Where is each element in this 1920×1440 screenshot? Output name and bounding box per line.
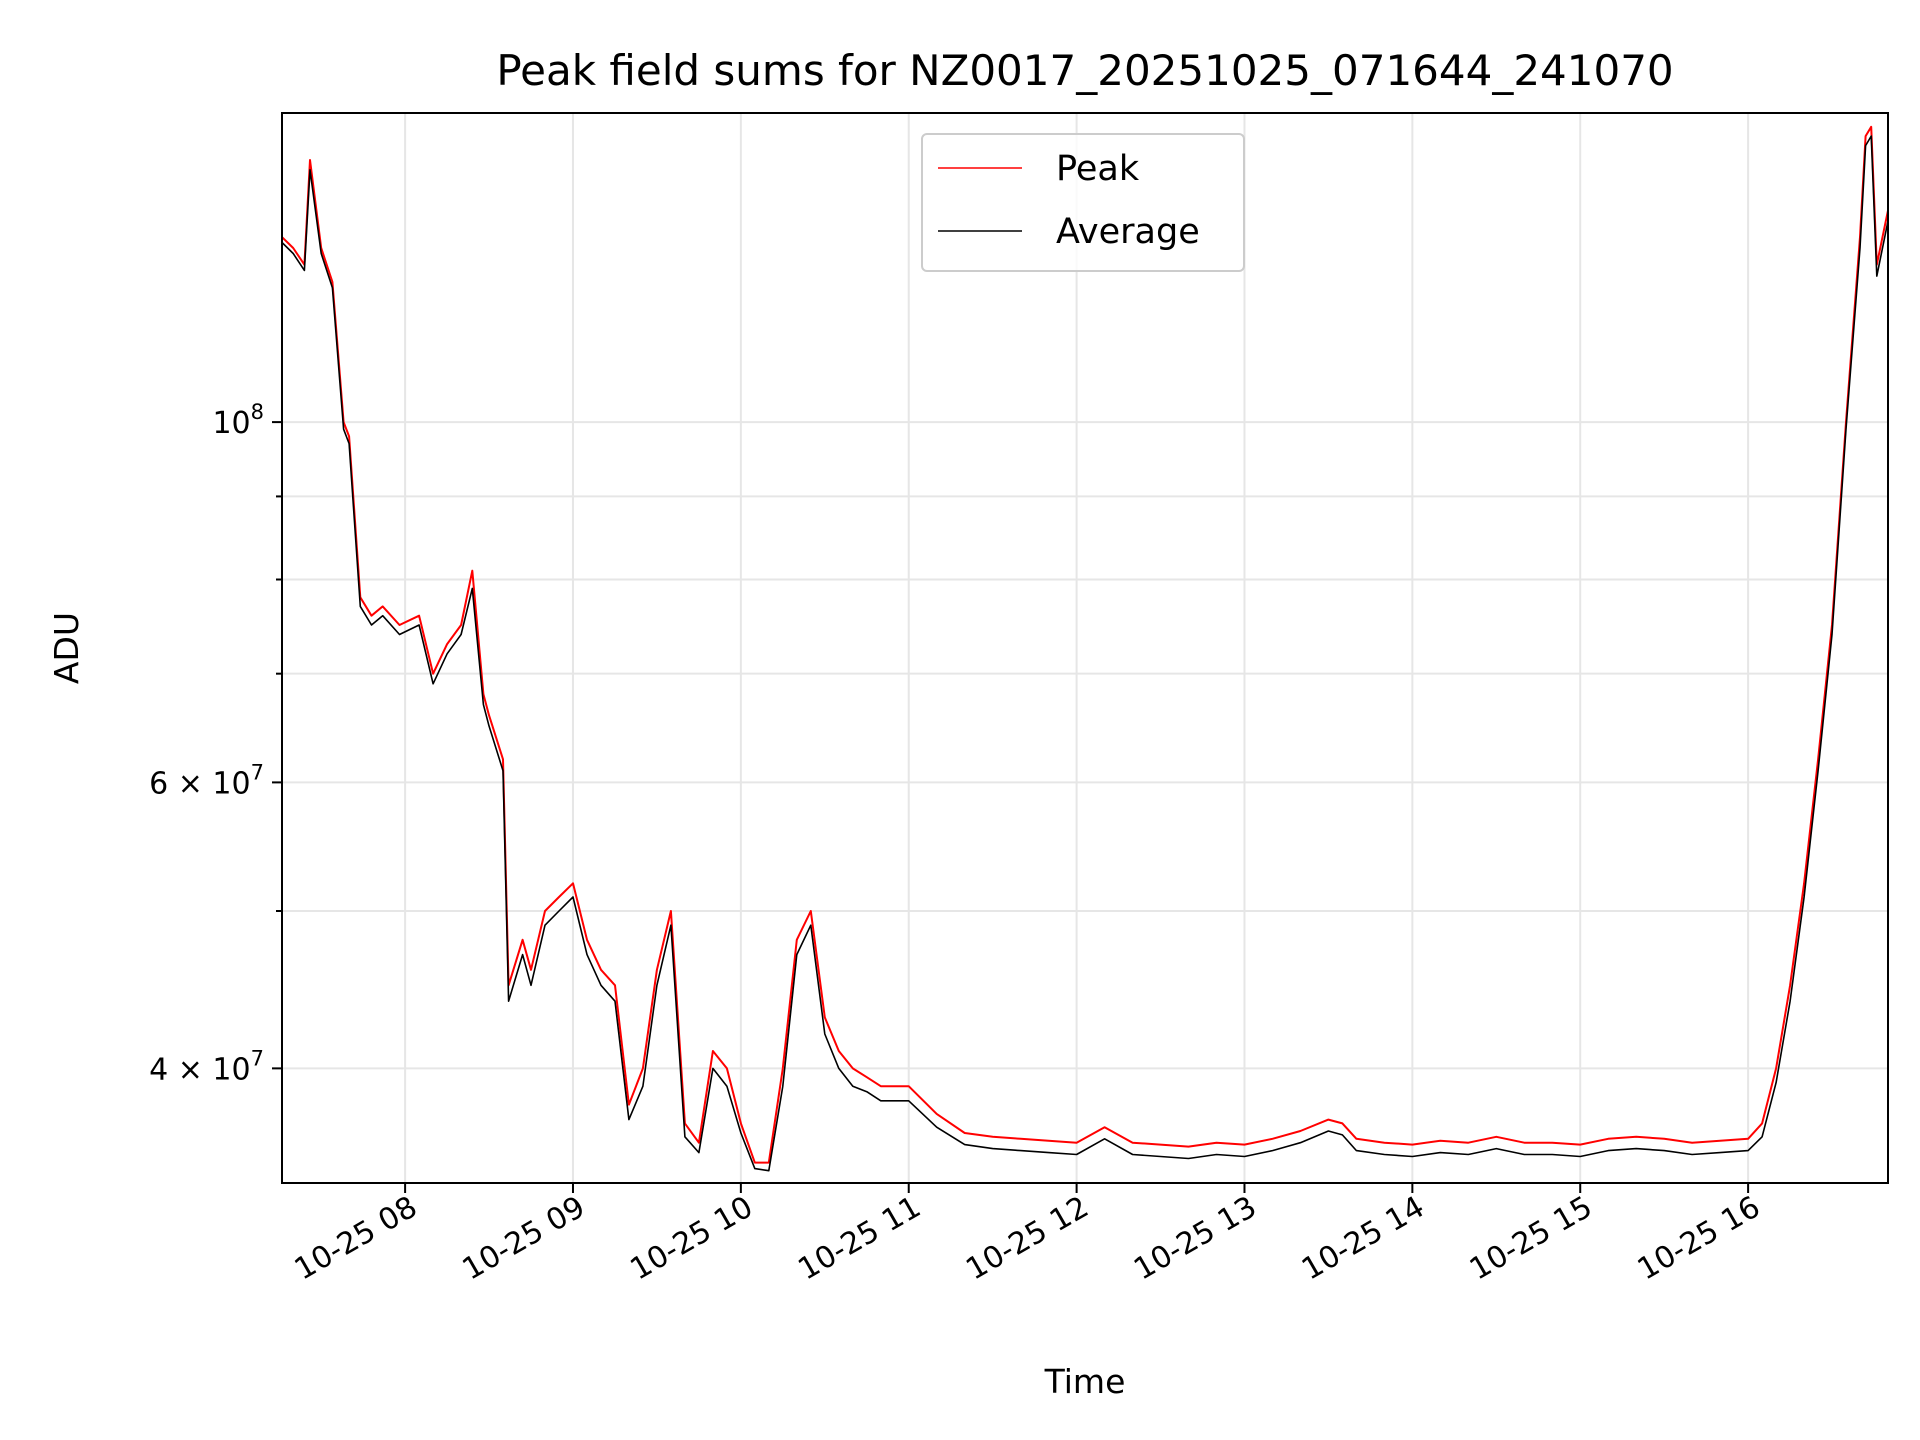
y-axis-title: ADU bbox=[47, 612, 86, 684]
chart-title: Peak field sums for NZ0017_20251025_0716… bbox=[496, 46, 1673, 95]
x-axis-title: Time bbox=[1044, 1362, 1126, 1401]
series-lines bbox=[282, 125, 1888, 1172]
series-line-average bbox=[282, 135, 1888, 1172]
legend: Peak Average bbox=[921, 133, 1245, 272]
y-tick-label: 108 bbox=[212, 400, 264, 441]
y-axis: 108 6 × 107 4 × 107 bbox=[149, 400, 282, 1087]
plot-frame bbox=[281, 112, 1889, 1184]
grid bbox=[282, 113, 1888, 1183]
y-tick-label: 4 × 107 bbox=[149, 1046, 264, 1087]
legend-average-label: Average bbox=[1056, 212, 1200, 252]
series-line-peak bbox=[282, 125, 1888, 1164]
legend-peak-label: Peak bbox=[1056, 149, 1140, 189]
y-tick-label: 6 × 107 bbox=[149, 760, 264, 801]
